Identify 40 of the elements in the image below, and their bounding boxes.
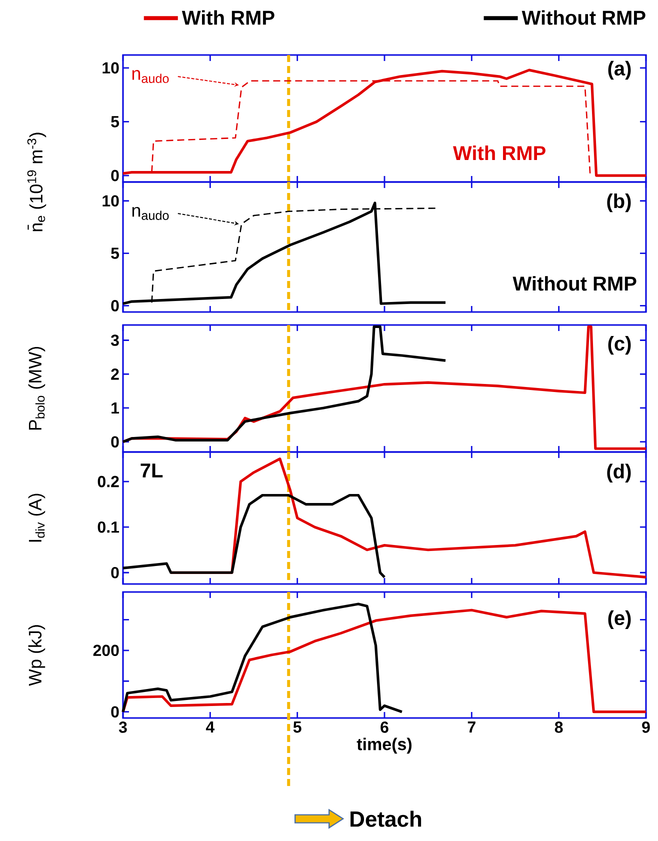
y-tick-label: 3 <box>110 334 119 346</box>
y-axis-title: P$_{bolo}$ (MW) <box>28 346 46 430</box>
annotation: (c) <box>608 336 631 355</box>
y-tick-label: 5 <box>111 116 120 128</box>
annotation: (e) <box>608 610 631 630</box>
y-axis-title: Wp (kJ) <box>28 625 46 686</box>
y-tick-label: 0 <box>111 436 119 448</box>
annotation: n$_{audo}$ <box>132 206 169 220</box>
text: Detach <box>350 810 422 827</box>
annotation: (a) <box>608 60 631 80</box>
y-tick-label: 200 <box>93 644 119 656</box>
x-tick-label: 9 <box>642 722 650 733</box>
y-tick-label: 0 <box>111 706 119 718</box>
annotation: With RMP <box>453 145 546 160</box>
legend-label: With RMP <box>182 10 274 25</box>
y-axis-title: n̄$_{e}$ (10$^{19}$ m$^{-3}$) <box>27 132 46 232</box>
x-tick-label: 7 <box>468 722 476 733</box>
annotation: Without RMP <box>512 276 636 291</box>
y-tick-label: 1 <box>112 402 120 414</box>
x-tick-label: 3 <box>118 722 127 733</box>
annotation: (d) <box>607 464 631 482</box>
annotation: (b) <box>607 193 631 212</box>
y-tick-label: 0 <box>111 566 119 578</box>
x-tick-label: 4 <box>206 722 215 733</box>
y-tick-label: 10 <box>102 62 119 74</box>
x-tick-label: 8 <box>554 722 563 733</box>
legend-label: Without RMP <box>522 10 646 25</box>
x-tick-label: 6 <box>380 722 388 733</box>
x-axis-title: time(s) <box>356 738 412 754</box>
y-tick-label: 5 <box>111 248 120 259</box>
y-tick-label: 0 <box>111 170 119 182</box>
y-tick-label: 10 <box>102 195 119 207</box>
annotation: 7L <box>140 464 163 478</box>
y-tick-label: 0 <box>111 300 119 312</box>
y-tick-label: 0.1 <box>98 521 120 533</box>
x-tick-label: 5 <box>293 722 302 733</box>
y-axis-title: I$_{div}$ (A) <box>28 494 46 542</box>
annotation: n$_{audo}$ <box>132 70 169 84</box>
y-tick-label: 2 <box>111 368 119 380</box>
y-tick-label: 0.2 <box>98 476 119 488</box>
